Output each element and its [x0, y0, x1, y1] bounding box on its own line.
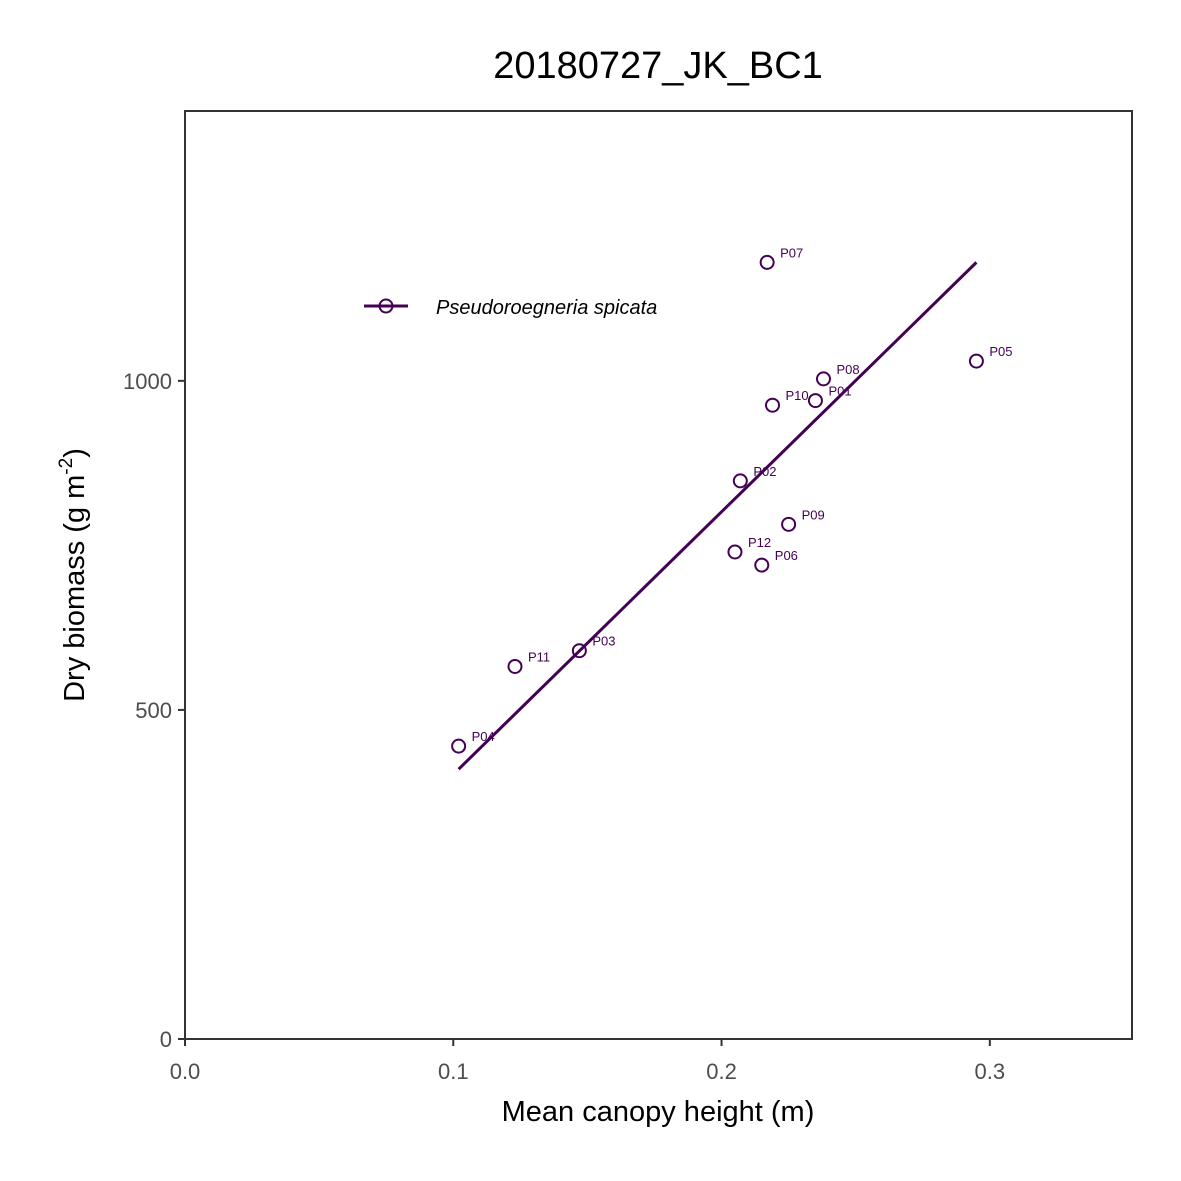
data-point [507, 658, 523, 674]
data-point [807, 393, 823, 409]
data-point [765, 397, 781, 413]
data-point [815, 371, 831, 387]
y-axis-title-end: ) [59, 448, 91, 458]
data-points: P01 P02 P03 P04 P05 P06 P07 P08 P09 P10 P11 P12 [451, 245, 1013, 754]
point-label: P02 [753, 464, 776, 479]
point-label: P01 [828, 384, 851, 399]
data-point [759, 254, 775, 270]
data-point [571, 643, 587, 659]
point-label: P10 [786, 388, 809, 403]
legend-circle-key [378, 298, 394, 314]
y-axis-title: Dry biomass (g m-2) [56, 448, 91, 702]
y-axis-title-main: Dry biomass (g m [59, 475, 91, 702]
plot-panel [184, 110, 1133, 1040]
x-tick-label: 0.2 [706, 1059, 737, 1084]
legend: Pseudoroegneria spicata [364, 297, 657, 319]
data-point [732, 473, 748, 489]
data-point [754, 557, 770, 573]
chart-title: 20180727_JK_BC1 [493, 45, 823, 87]
regression-line-layer [457, 261, 978, 771]
point-label: P06 [775, 548, 798, 563]
y-tick-label: 0 [160, 1027, 172, 1052]
point-label: P05 [989, 344, 1012, 359]
data-point [781, 516, 797, 532]
y-tick-label: 1000 [123, 369, 172, 394]
regression-line [457, 261, 978, 771]
x-tick-label: 0.0 [170, 1059, 201, 1084]
point-label: P12 [748, 535, 771, 550]
point-label: P08 [836, 362, 859, 377]
data-point [727, 544, 743, 560]
y-axis-title-superscript: -2 [56, 458, 77, 475]
x-axis-title: Mean canopy height (m) [502, 1096, 815, 1128]
point-label: P07 [780, 245, 803, 260]
point-label: P11 [528, 649, 550, 664]
data-point [451, 738, 467, 754]
point-label: P03 [592, 634, 615, 649]
x-tick-label: 0.3 [975, 1059, 1006, 1084]
y-axis: 0 500 1000 [123, 369, 185, 1052]
data-point [968, 353, 984, 369]
legend-label: Pseudoroegneria spicata [436, 297, 657, 319]
point-label: P04 [472, 729, 495, 744]
x-tick-label: 0.1 [438, 1059, 469, 1084]
point-label: P09 [802, 507, 825, 522]
y-tick-label: 500 [135, 698, 172, 723]
x-axis: 0.0 0.1 0.2 0.3 [170, 1039, 1005, 1084]
